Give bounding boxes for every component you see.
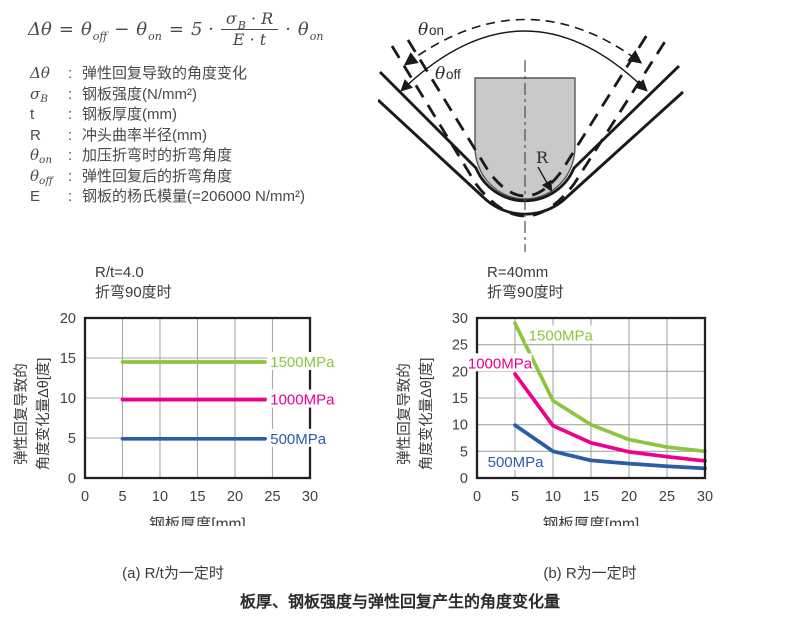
series-label: 1000MPa [270,392,335,409]
springback-formula: Δθ = θoff − θon = 5 · σB · R E · t · θon [28,9,324,50]
y-tick-label: 15 [60,351,76,367]
chart-a-title: R/t=4.0 折弯90度时 [95,264,172,302]
x-tick-label: 0 [473,489,481,505]
series-label: 1500MPa [529,328,594,345]
formula-equals: = [58,19,74,41]
series-label-bg [267,389,335,408]
fraction-numerator: σB · R [220,9,279,32]
x-tick-label: 25 [264,489,280,505]
definition-row: R : 冲头曲率半径(mm) [30,126,207,144]
x-tick-label: 30 [697,489,713,505]
y-tick-label: 5 [460,444,468,460]
formula-theta-on-tail: θon [297,19,324,44]
formula-lhs: Δθ [28,19,52,41]
x-tick-label: 10 [545,489,561,505]
theta-off-label-sub: off [446,67,461,82]
theta-off-label: θ [435,64,445,84]
y-tick-label: 25 [452,338,468,354]
variable-definitions: Δθ : 弹性回复导致的角度变化 σB : 钢板强度(N/mm²) t : 钢板… [30,62,305,206]
caption-b: (b) R为一定时 [543,565,637,582]
series-label-bg [464,353,532,372]
definition-row: t : 钢板厚度(mm) [30,106,177,123]
formula-theta-off: θoff [80,19,108,44]
plot-border [475,316,707,480]
theta-off-arc [400,30,648,92]
y-tick-label: 20 [452,364,468,380]
x-tick-label: 20 [227,489,243,505]
formula-coefficient: 5 · [190,19,214,41]
definition-row: Δθ : 弹性回复导致的角度变化 [30,64,248,82]
chart-b-plot: 1500MPa 1000MPa 500MPa 0 5 10 15 20 25 30 0 5 10 15 20… [452,311,713,526]
figure-title: 板厚、钢板强度与弹性回复产生的角度变化量 [239,594,560,611]
x-axis-label: 钢板厚度[mm] [543,515,639,526]
definition-row: θon : 加压折弯时的折弯角度 [30,146,233,166]
theta-on-label: θ [418,20,428,40]
y-tick-label: 30 [452,311,468,327]
bending-springback-diagram: θ on θ off R [378,18,684,252]
x-tick-label: 0 [81,489,89,505]
formula-minus: − [114,19,130,41]
x-tick-label: 30 [302,489,318,505]
definition-row: θoff : 弹性回复后的折弯角度 [30,166,233,187]
sheet-pressed-inner-line [406,29,652,198]
x-tick-label: 15 [189,489,205,505]
theta-on-label-sub: on [429,23,444,38]
caption-a: (a) R/t为一定时 [122,565,224,582]
sheet-pressed-outer-line [390,39,668,218]
x-tick-label: 5 [118,489,126,505]
series-label-bg [267,428,326,447]
formula-theta-on: θon [136,19,162,44]
series-label: 500MPa [488,454,545,471]
series-label: 1000MPa [468,355,533,372]
series-label-bg [267,352,335,370]
series-label: 1500MPa [270,354,335,371]
fraction-denominator: E · t [232,30,267,50]
radius-label: R [536,148,549,167]
series-line [513,321,707,454]
y-tick-label: 15 [452,391,468,407]
theta-on-arc [403,18,643,66]
y-tick-label: 20 [60,311,76,327]
series-line [513,372,707,463]
series-label-bg [484,452,543,470]
y-tick-label: 10 [60,391,76,407]
x-tick-label: 20 [621,489,637,505]
radius-arrow [537,166,553,192]
y-tick-label: 10 [452,418,468,434]
definition-row: E : 钢板的杨氏模量(=206000 N/mm²) [30,188,305,205]
chart-a-plot: 1500MPa 1000MPa 500MPa 0 5 10 15 20 25 30 0 5 10 15 20… [60,311,335,526]
chart-b-title: R=40mm 折弯90度时 [487,264,564,302]
x-tick-label: 15 [583,489,599,505]
x-tick-label: 5 [511,489,519,505]
formula-fraction: σB · R E · t [220,9,279,50]
y-tick-label: 5 [68,431,76,447]
x-axis-label: 钢板厚度[mm] [149,515,245,526]
formula-equals2: = [168,19,184,41]
x-tick-label: 25 [659,489,675,505]
series-line [513,423,707,471]
series-label-bg [525,325,593,344]
x-tick-label: 10 [152,489,168,505]
definition-row: σB : 钢板强度(N/mm²) [30,84,197,105]
series-label: 500MPa [270,431,327,448]
y-tick-label: 0 [68,471,76,487]
formula-dot: · [285,19,291,41]
y-tick-label: 0 [460,471,468,487]
